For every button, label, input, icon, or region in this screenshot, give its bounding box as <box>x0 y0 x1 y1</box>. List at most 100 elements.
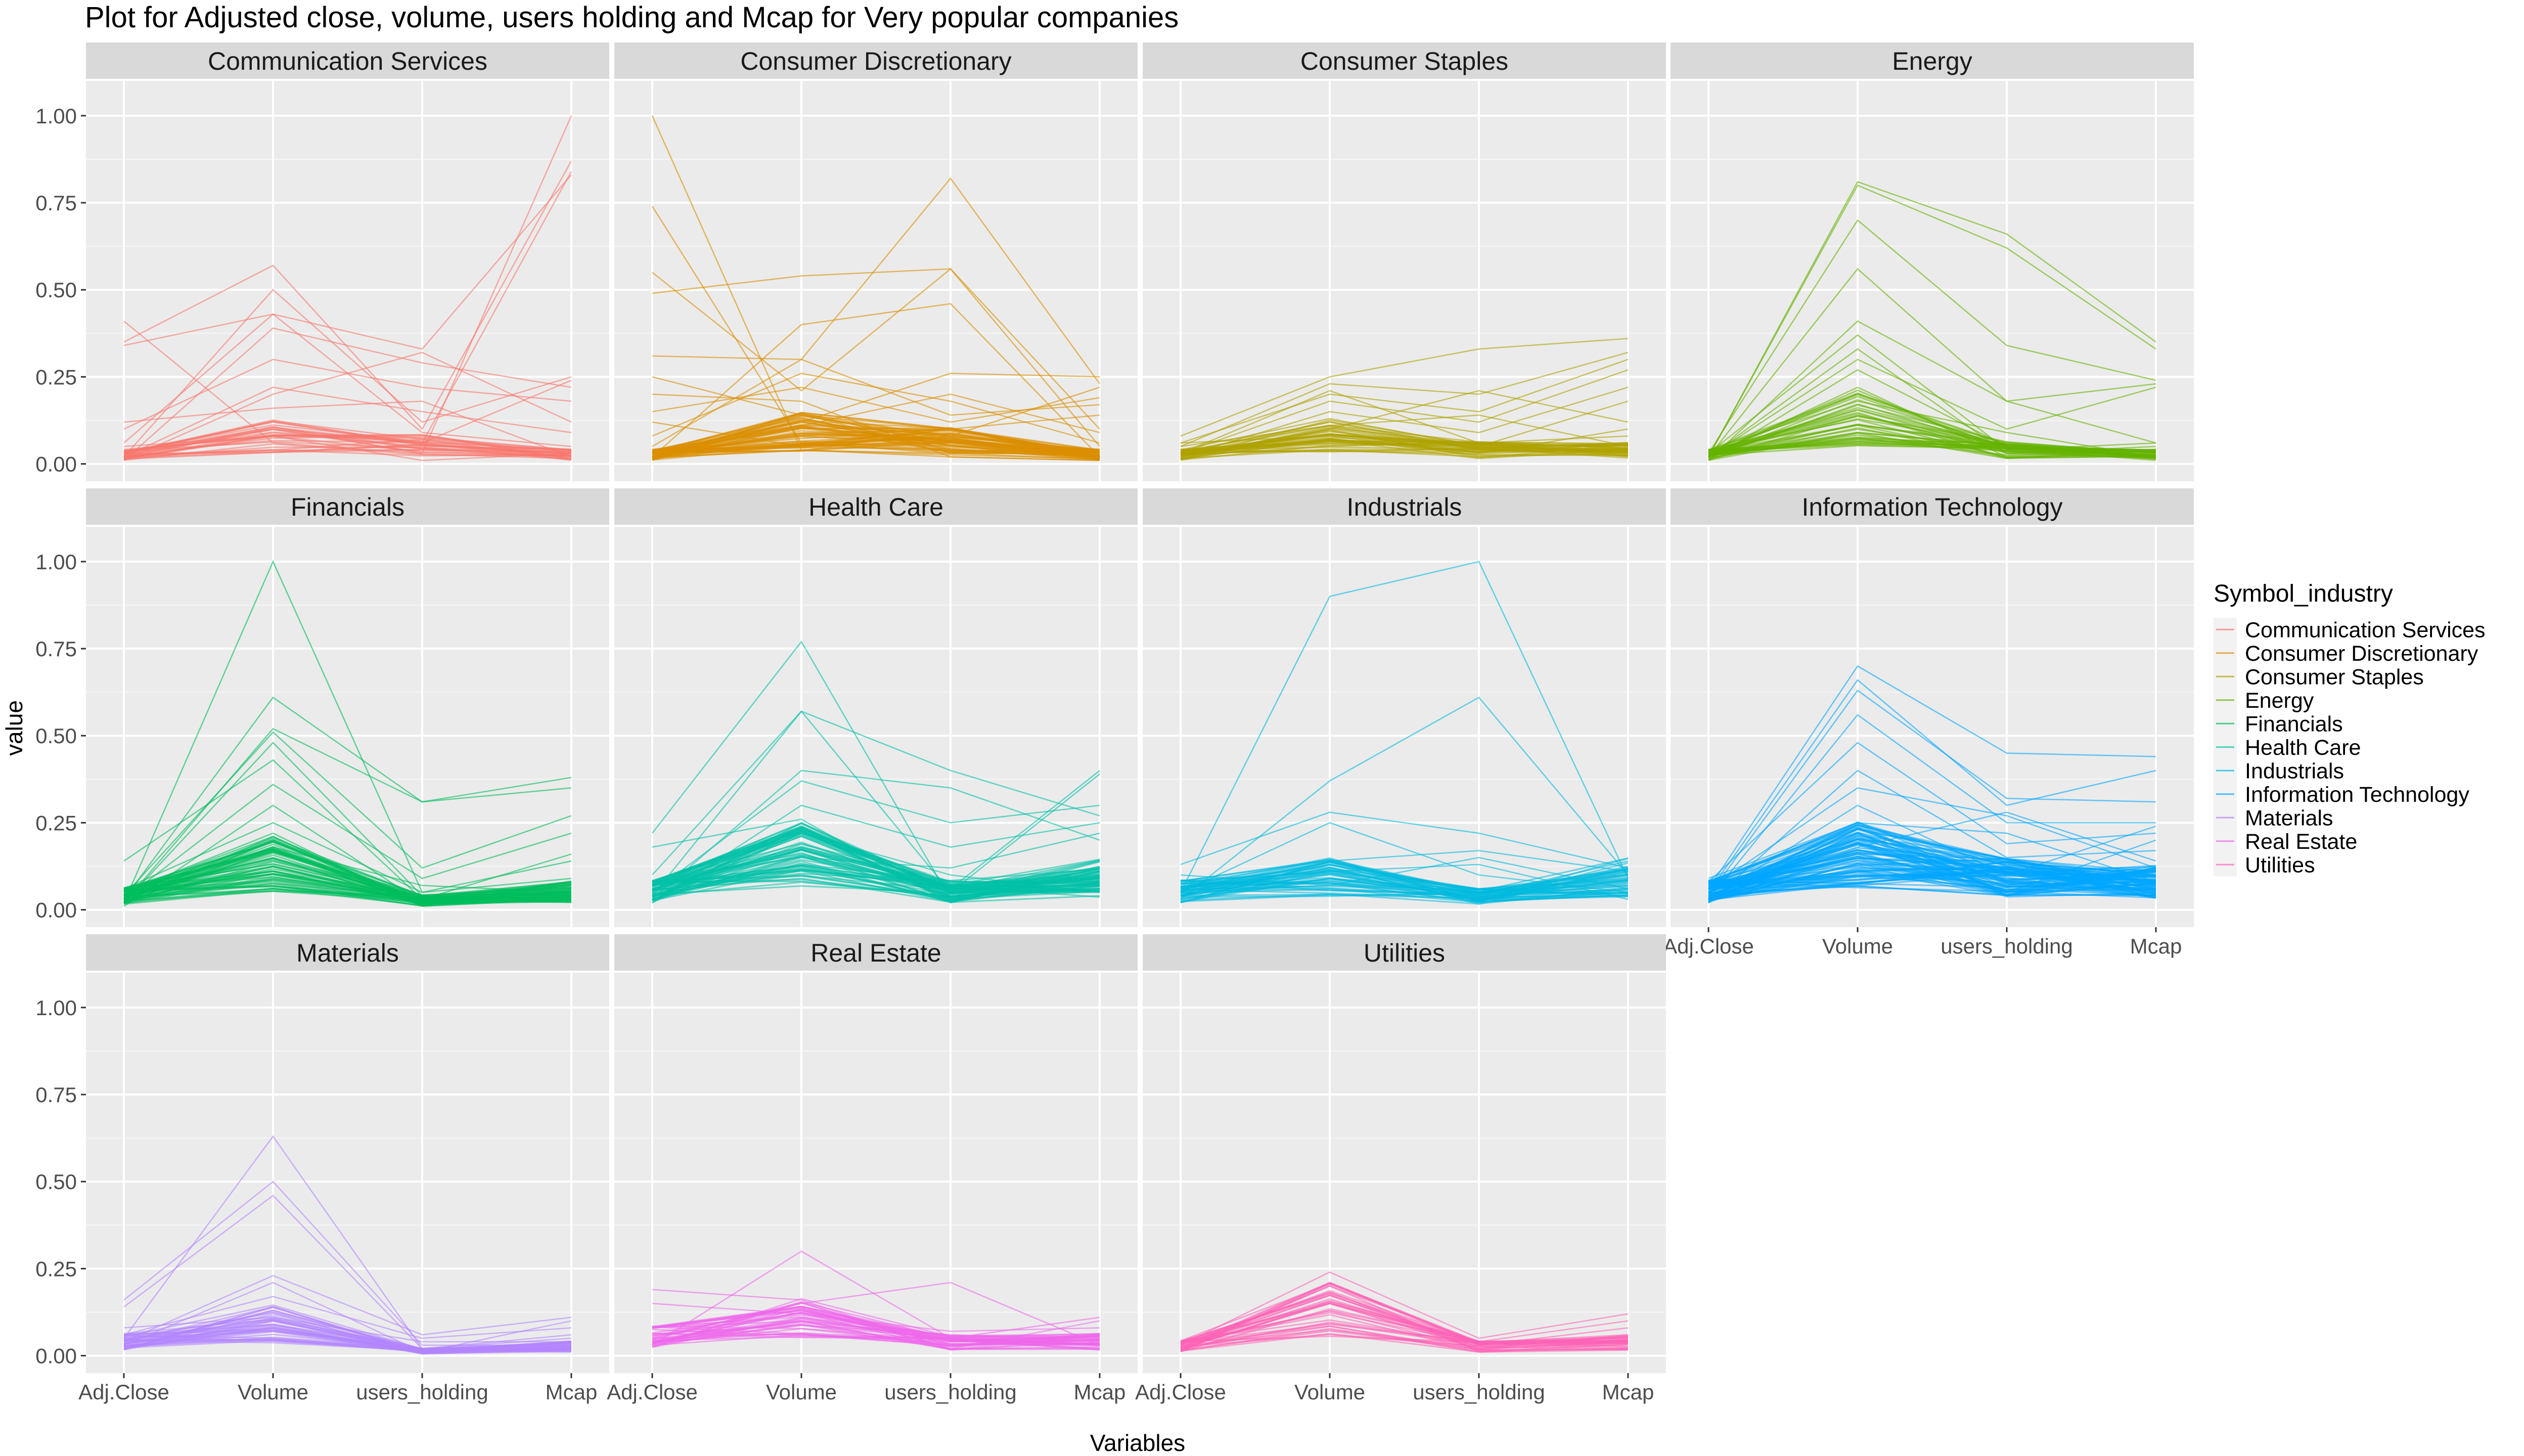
series-line <box>652 1289 1100 1350</box>
series-line <box>123 1311 572 1354</box>
series-line <box>123 731 572 896</box>
series-line <box>1180 428 1629 454</box>
series-line <box>1708 828 2156 903</box>
series-line <box>652 428 1100 461</box>
series-line <box>1708 822 2156 883</box>
series-line <box>123 848 572 906</box>
series-line <box>1708 804 2156 900</box>
facet-strip-label: Financials <box>291 493 404 521</box>
panel-background <box>1143 81 1666 481</box>
facet-strip-label: Industrials <box>1347 493 1462 521</box>
x-tick-label: Adj.Close <box>1135 1380 1226 1404</box>
series-line <box>652 303 1100 458</box>
series-line <box>652 1309 1100 1346</box>
series-line <box>1180 369 1629 454</box>
legend-entry: Materials <box>2214 806 2333 830</box>
panel-background <box>86 81 609 481</box>
series-line <box>1180 435 1629 456</box>
facet-strip <box>614 488 1138 525</box>
series-line <box>652 1316 1100 1339</box>
x-tick-label: users_holding <box>356 1380 488 1404</box>
series-line <box>123 1325 572 1354</box>
series-line <box>1708 857 2156 897</box>
series-line <box>652 177 1101 384</box>
series-line <box>1180 850 1629 904</box>
series-line <box>123 784 572 900</box>
series-line <box>123 1195 571 1350</box>
series-line <box>123 1296 572 1339</box>
series-line <box>123 1275 572 1343</box>
series-line <box>1708 769 2156 903</box>
facet-strip-label: Utilities <box>1364 939 1445 967</box>
panel-background <box>1143 973 1666 1373</box>
legend-label: Health Care <box>2245 736 2361 760</box>
legend-entry: Consumer Discretionary <box>2214 641 2478 666</box>
legend-label: Industrials <box>2245 759 2344 783</box>
y-tick-label: 0.75 <box>35 1083 77 1107</box>
series-line <box>1708 867 2156 894</box>
series-line <box>123 560 572 903</box>
legend-entry: Industrials <box>2214 759 2344 783</box>
series-line <box>123 863 572 903</box>
facet-strip <box>86 934 609 971</box>
panel-background <box>614 81 1138 481</box>
legend-label: Real Estate <box>2245 830 2357 854</box>
y-tick-label: 0.75 <box>35 191 77 215</box>
legend-label: Consumer Discretionary <box>2245 642 2478 666</box>
series-line <box>1180 338 1629 437</box>
series-line <box>123 870 572 896</box>
series-line <box>652 832 1100 903</box>
series-line <box>123 380 572 458</box>
y-tick-label: 0.50 <box>35 278 77 302</box>
x-tick-label: Mcap <box>546 1380 598 1404</box>
facet-strip-label: Consumer Staples <box>1300 47 1508 75</box>
series-line <box>1180 1292 1629 1346</box>
y-tick-label: 1.00 <box>35 550 77 574</box>
series-line <box>1708 714 2156 900</box>
series-line <box>652 818 1100 904</box>
facet-strip-label: Materials <box>296 939 399 967</box>
legend: Symbol_industry Communication ServicesCo… <box>2214 580 2486 877</box>
series-line <box>1708 787 2156 890</box>
x-tick-label: Volume <box>1822 934 1893 958</box>
series-line <box>123 174 572 350</box>
facet-strip-label: Energy <box>1892 47 1972 75</box>
y-tick-label: 0.25 <box>35 811 77 835</box>
series-line <box>1707 219 2156 454</box>
series-line <box>1708 864 2156 897</box>
series-line <box>1707 185 2156 458</box>
legend-label: Energy <box>2245 689 2314 713</box>
facet-panel: Information Technology Adj.Close Volume use… <box>1663 488 2194 958</box>
series-line <box>652 1324 1100 1350</box>
facet-panel: Industrials <box>1143 488 1666 927</box>
x-tick-label: Volume <box>238 1380 308 1404</box>
series-line <box>1707 689 2156 896</box>
series-line <box>123 400 572 458</box>
series-line <box>1708 825 2156 883</box>
series-line <box>123 289 572 458</box>
series-line <box>1708 334 2156 454</box>
y-tick-label: 0.25 <box>35 1257 77 1281</box>
series-line <box>123 160 572 430</box>
series-line <box>652 780 1100 893</box>
series-line <box>123 449 572 460</box>
series-line <box>1180 857 1629 890</box>
series-line <box>1180 860 1629 902</box>
series-line <box>1180 1271 1629 1346</box>
series-line <box>652 1282 1100 1346</box>
legend-label: Information Technology <box>2245 783 2469 807</box>
y-tick-label: 0.75 <box>35 637 77 661</box>
facet-panel: Utilities Adj.Close Volume users_holding Mca… <box>1135 934 1666 1404</box>
series-line <box>1708 842 2156 892</box>
facet-panels: Communication Services 0.00 0.25 0.50 0.75 1.… <box>35 42 2194 1404</box>
x-tick-label: Mcap <box>1602 1380 1654 1404</box>
series-line <box>1708 348 2156 458</box>
series-line <box>1708 811 2156 893</box>
facet-strip-label: Real Estate <box>810 939 941 967</box>
series-line <box>123 1180 571 1346</box>
series-line <box>652 641 1100 900</box>
series-line <box>651 206 1100 454</box>
y-tick-label: 1.00 <box>35 996 77 1020</box>
facet-strip <box>1671 42 2194 79</box>
